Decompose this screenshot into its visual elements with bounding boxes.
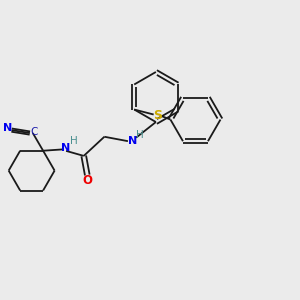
Text: S: S bbox=[153, 110, 162, 122]
Text: N: N bbox=[128, 136, 137, 146]
Text: O: O bbox=[82, 174, 92, 187]
Text: C: C bbox=[30, 127, 38, 136]
Text: H: H bbox=[70, 136, 78, 146]
Text: H: H bbox=[136, 130, 144, 140]
Text: N: N bbox=[61, 143, 71, 153]
Text: N: N bbox=[4, 123, 13, 133]
